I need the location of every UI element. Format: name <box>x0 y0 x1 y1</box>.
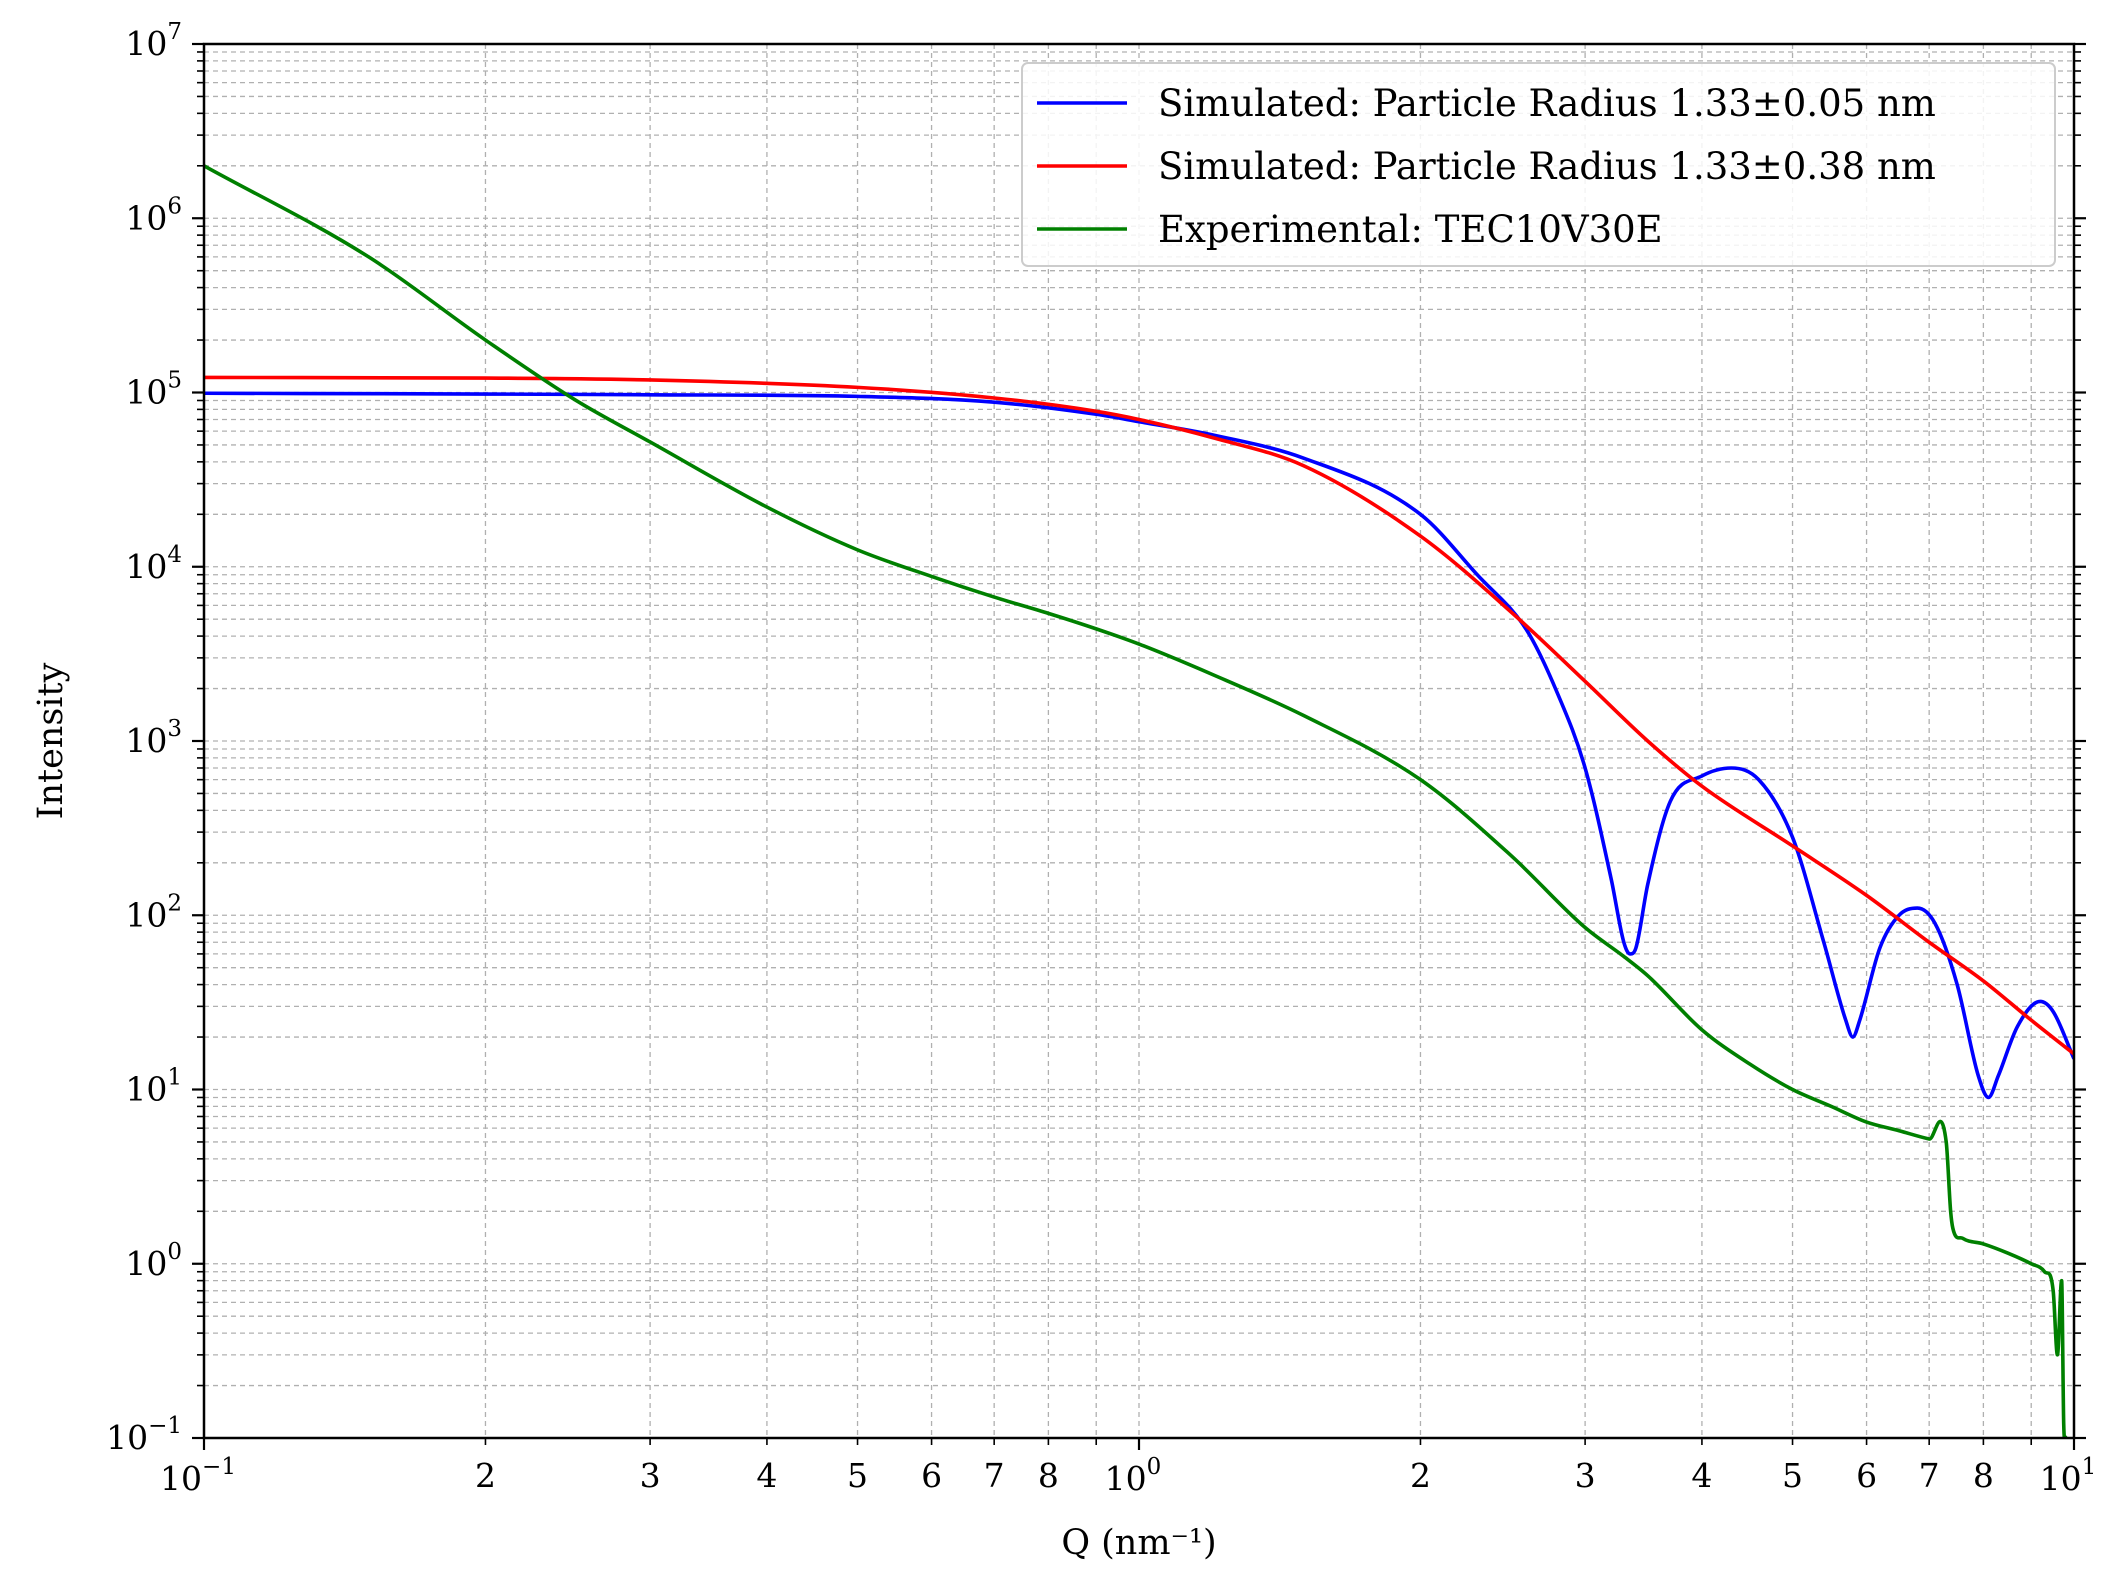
x-minor-tick-label: 3 <box>1575 1456 1596 1495</box>
y-tick-label-exponent: 7 <box>167 19 182 45</box>
legend-label-1: Simulated: Particle Radius 1.33±0.05 nm <box>1158 82 1936 125</box>
x-minor-tick-label: 7 <box>984 1456 1005 1495</box>
x-minor-tick-label: 5 <box>847 1456 868 1495</box>
x-tick-label-exponent: 1 <box>2082 1454 2097 1480</box>
y-tick-label-base: 10 <box>125 1244 167 1283</box>
x-tick-label-exponent: −1 <box>202 1454 236 1480</box>
x-minor-tick-label: 8 <box>1973 1456 1994 1495</box>
legend-box <box>1021 62 2056 267</box>
grid-lines <box>203 43 2075 1439</box>
x-tick-label: 100 <box>1105 1454 1162 1498</box>
x-minor-tick-label: 4 <box>756 1456 777 1495</box>
axis-ticks <box>192 42 2086 1450</box>
y-tick-label: 107 <box>125 19 182 63</box>
x-tick-label-base: 10 <box>2040 1459 2082 1498</box>
x-tick-label-base: 10 <box>160 1459 202 1498</box>
y-tick-label-exponent: 3 <box>167 716 182 742</box>
x-tick-label-exponent: 0 <box>1147 1454 1162 1480</box>
y-tick-label: 104 <box>125 542 182 586</box>
legend-label-3: Experimental: TEC10V30E <box>1158 208 1663 251</box>
x-minor-tick-label: 2 <box>1410 1456 1431 1495</box>
y-tick-label-exponent: −1 <box>148 1413 182 1439</box>
y-tick-label-base: 10 <box>125 1070 167 1109</box>
y-tick-label-exponent: 1 <box>167 1065 182 1091</box>
series-line-1 <box>204 391 2074 1100</box>
y-tick-label-exponent: 5 <box>167 368 182 394</box>
y-tick-label: 106 <box>125 193 182 237</box>
x-minor-tick-label: 3 <box>640 1456 661 1495</box>
legend-label-2: Simulated: Particle Radius 1.33±0.38 nm <box>1158 145 1936 188</box>
x-minor-tick-label: 2 <box>475 1456 496 1495</box>
y-tick-label: 100 <box>125 1239 182 1283</box>
x-tick-label-base: 10 <box>1105 1459 1147 1498</box>
y-tick-label: 101 <box>125 1065 182 1109</box>
y-tick-label-exponent: 6 <box>167 193 182 219</box>
x-minor-tick-label: 4 <box>1691 1456 1712 1495</box>
x-minor-tick-label: 5 <box>1782 1456 1803 1495</box>
y-tick-label-base: 10 <box>106 1418 148 1457</box>
x-axis-label: Q (nm⁻¹) <box>1061 1523 1216 1563</box>
y-tick-label-exponent: 2 <box>167 890 182 916</box>
y-tick-label: 103 <box>125 716 182 760</box>
y-tick-label: 10−1 <box>106 1413 182 1457</box>
y-tick-label: 105 <box>125 368 182 412</box>
y-axis-label: Intensity <box>31 662 71 819</box>
x-minor-tick-label: 6 <box>921 1456 942 1495</box>
series-line-2 <box>204 375 2074 1056</box>
y-tick-label-exponent: 4 <box>167 542 182 568</box>
y-tick-label-base: 10 <box>125 373 167 412</box>
x-tick-label: 101 <box>2040 1454 2097 1498</box>
y-tick-label-base: 10 <box>125 895 167 934</box>
x-minor-tick-label: 7 <box>1919 1456 1940 1495</box>
x-tick-label: 10−1 <box>160 1454 236 1498</box>
x-minor-tick-label: 6 <box>1856 1456 1877 1495</box>
y-tick-label-base: 10 <box>125 24 167 63</box>
y-tick-label-base: 10 <box>125 198 167 237</box>
x-minor-tick-label: 8 <box>1038 1456 1059 1495</box>
series-line-3 <box>204 164 2068 1438</box>
y-tick-label-base: 10 <box>125 721 167 760</box>
data-series <box>204 164 2074 1438</box>
y-tick-label: 102 <box>125 890 182 934</box>
y-tick-label-exponent: 0 <box>167 1239 182 1265</box>
y-tick-label-base: 10 <box>125 547 167 586</box>
legend: Simulated: Particle Radius 1.33±0.05 nm S… <box>1021 62 2056 267</box>
